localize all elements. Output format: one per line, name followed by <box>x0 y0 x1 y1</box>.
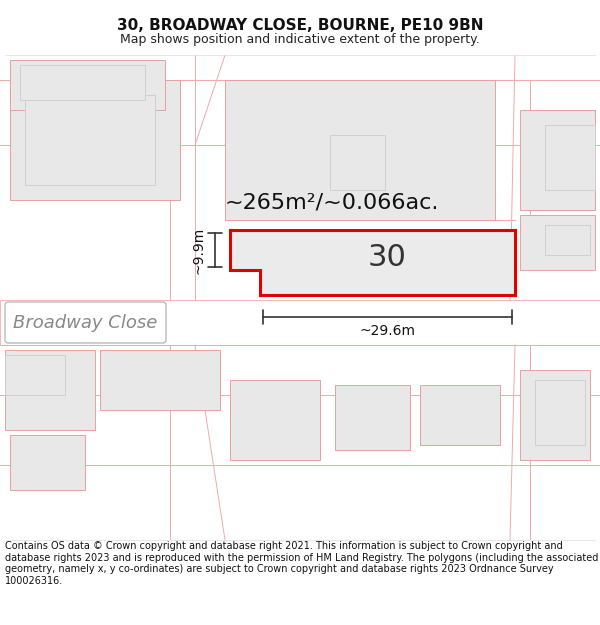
Bar <box>10 60 165 110</box>
Text: ~9.9m: ~9.9m <box>192 226 206 274</box>
Text: Contains OS data © Crown copyright and database right 2021. This information is : Contains OS data © Crown copyright and d… <box>5 541 598 586</box>
Text: ~29.6m: ~29.6m <box>359 324 415 338</box>
Bar <box>10 435 85 490</box>
Bar <box>25 95 155 185</box>
Bar <box>5 350 95 430</box>
Text: Map shows position and indicative extent of the property.: Map shows position and indicative extent… <box>120 33 480 46</box>
Bar <box>520 370 590 460</box>
Bar <box>520 110 595 210</box>
Text: ~265m²/~0.066ac.: ~265m²/~0.066ac. <box>225 192 439 212</box>
Bar <box>520 215 595 270</box>
Bar <box>5 355 65 395</box>
Bar <box>225 80 495 220</box>
Bar <box>20 65 145 100</box>
Bar <box>10 80 180 200</box>
Bar <box>545 225 590 255</box>
Bar <box>0 300 600 345</box>
Bar <box>230 380 320 460</box>
Bar <box>330 135 385 190</box>
Text: 30: 30 <box>368 243 407 272</box>
Bar <box>100 350 220 410</box>
Text: Broadway Close: Broadway Close <box>13 314 157 331</box>
Text: 30, BROADWAY CLOSE, BOURNE, PE10 9BN: 30, BROADWAY CLOSE, BOURNE, PE10 9BN <box>117 18 483 33</box>
Polygon shape <box>230 230 515 295</box>
Bar <box>335 385 410 450</box>
FancyBboxPatch shape <box>5 302 166 343</box>
Bar <box>545 125 595 190</box>
Bar <box>420 385 500 445</box>
Bar <box>535 380 585 445</box>
